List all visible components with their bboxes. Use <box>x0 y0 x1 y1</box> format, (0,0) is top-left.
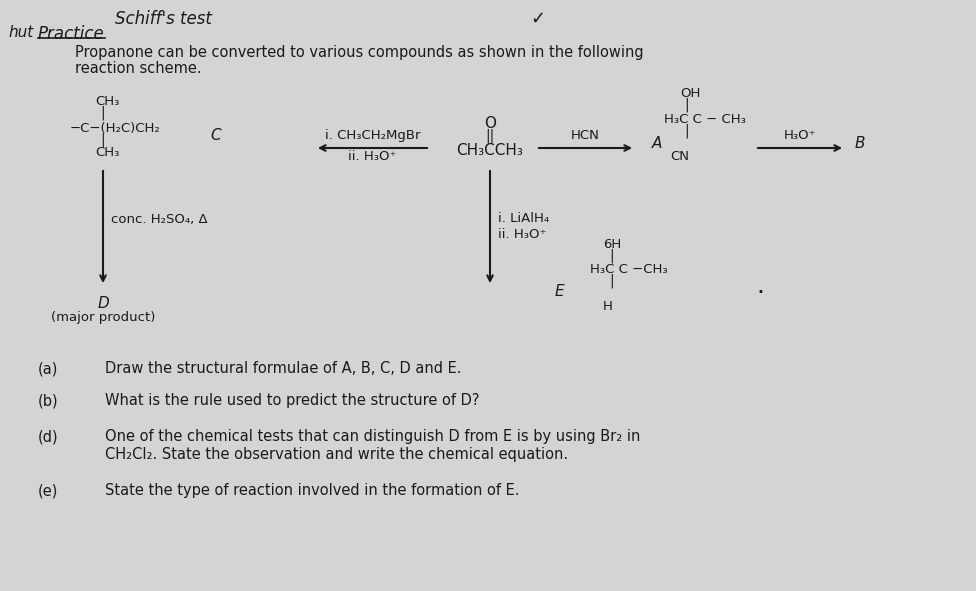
Text: |: | <box>101 132 105 147</box>
Text: E: E <box>555 284 565 298</box>
Text: C: C <box>210 128 221 142</box>
Text: (b): (b) <box>38 393 59 408</box>
Text: B: B <box>855 135 866 151</box>
Text: D: D <box>98 296 109 311</box>
Text: H₃C C −CH₃: H₃C C −CH₃ <box>590 263 668 276</box>
Text: (a): (a) <box>38 361 59 376</box>
Text: reaction scheme.: reaction scheme. <box>75 61 202 76</box>
Text: CH₂Cl₂. State the observation and write the chemical equation.: CH₂Cl₂. State the observation and write … <box>105 447 568 462</box>
Text: CN: CN <box>671 150 689 163</box>
Text: CH₃: CH₃ <box>95 146 119 159</box>
Text: −C−(H₂C)CH₂: −C−(H₂C)CH₂ <box>70 122 161 135</box>
Text: |: | <box>101 106 105 120</box>
Text: HCN: HCN <box>571 129 600 142</box>
Text: i. LiAlH₄: i. LiAlH₄ <box>498 213 549 226</box>
Text: |: | <box>610 248 614 263</box>
Text: Propanone can be converted to various compounds as shown in the following: Propanone can be converted to various co… <box>75 45 643 60</box>
Text: ii. H₃O⁺: ii. H₃O⁺ <box>498 229 547 242</box>
Text: (e): (e) <box>38 483 59 498</box>
Text: |: | <box>610 274 614 288</box>
Text: H: H <box>603 300 613 313</box>
Text: hut: hut <box>8 25 33 40</box>
Text: i. CH₃CH₂MgBr: i. CH₃CH₂MgBr <box>325 129 421 142</box>
Text: CH₃: CH₃ <box>95 95 119 108</box>
Text: H₃O⁺: H₃O⁺ <box>784 129 816 142</box>
Text: One of the chemical tests that can distinguish D from E is by using Br₂ in: One of the chemical tests that can disti… <box>105 429 640 444</box>
Text: H₃C C − CH₃: H₃C C − CH₃ <box>664 113 746 126</box>
Text: ||: || <box>485 128 495 143</box>
Text: Draw the structural formulae of A, B, C, D and E.: Draw the structural formulae of A, B, C,… <box>105 361 462 376</box>
Text: O: O <box>484 116 496 131</box>
Text: conc. H₂SO₄, Δ: conc. H₂SO₄, Δ <box>111 213 208 226</box>
Text: CH₃CCH₃: CH₃CCH₃ <box>457 143 523 158</box>
Text: A: A <box>652 135 663 151</box>
Text: Practice: Practice <box>38 25 104 43</box>
Text: What is the rule used to predict the structure of D?: What is the rule used to predict the str… <box>105 393 479 408</box>
Text: .: . <box>756 274 764 298</box>
Text: |: | <box>685 98 689 112</box>
Text: State the type of reaction involved in the formation of E.: State the type of reaction involved in t… <box>105 483 519 498</box>
Text: (major product): (major product) <box>51 311 155 324</box>
Text: Schiff's test: Schiff's test <box>115 10 212 28</box>
Text: ii. H₃O⁺: ii. H₃O⁺ <box>348 150 396 163</box>
Text: (d): (d) <box>38 429 59 444</box>
Text: |: | <box>685 124 689 138</box>
Text: 6H: 6H <box>603 238 621 251</box>
Text: OH: OH <box>680 87 700 100</box>
Text: ✓: ✓ <box>530 10 546 28</box>
